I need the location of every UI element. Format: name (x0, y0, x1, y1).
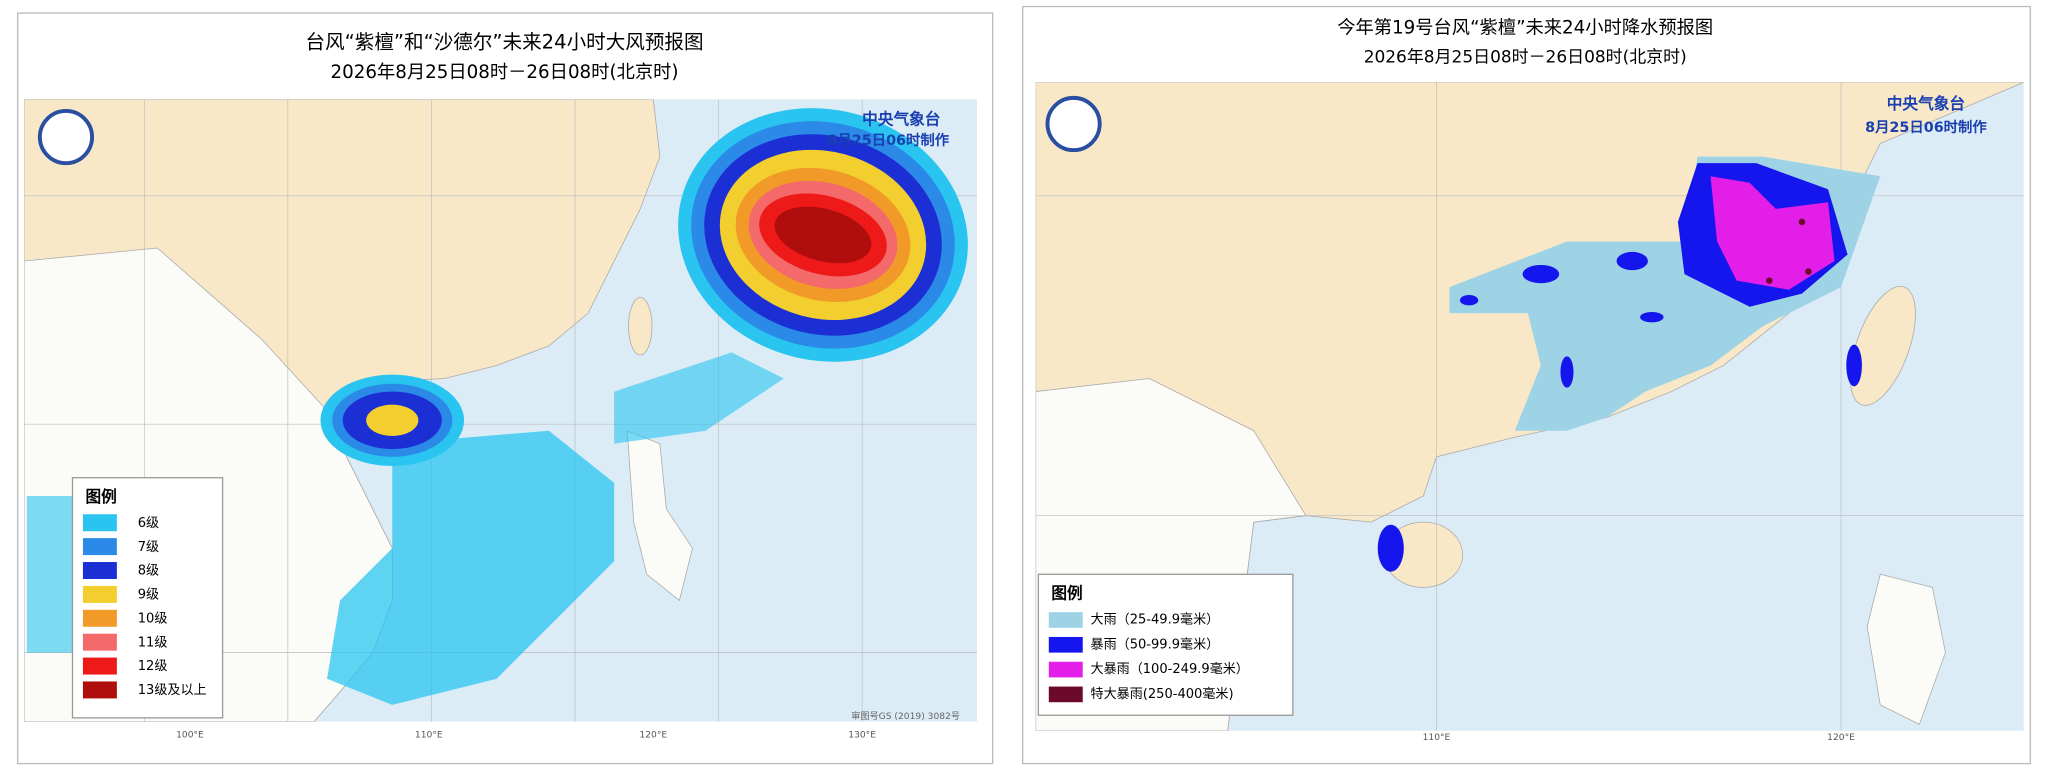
issued: 8月25日06时制作 (827, 131, 949, 149)
legend-label: 8级 (138, 564, 159, 579)
lon-label: 110°E (1423, 733, 1451, 743)
rain-area (1766, 277, 1773, 284)
island (626, 430, 693, 602)
legend-swatch (1048, 612, 1083, 628)
logo (1045, 95, 1102, 153)
right-subtitle: 2026年8月25日08时－26日08时(北京时) (1364, 46, 1687, 66)
wind-area (26, 495, 73, 653)
rain-area (1640, 311, 1664, 323)
legend-label: 特大暴雨(250-400毫米) (1091, 686, 1234, 702)
left-subtitle: 2026年8月25日08时－26日08时(北京时) (331, 62, 679, 83)
lon-label: 100°E (176, 730, 204, 740)
rain-area (1377, 524, 1404, 572)
rain-area (1805, 268, 1812, 275)
agency: 中央气象台 (862, 110, 940, 129)
lon-label: 120°E (1827, 733, 1855, 743)
legend-label: 12级 (138, 659, 168, 674)
legend-swatch (82, 514, 117, 532)
legend-label: 暴雨（50-99.9毫米） (1091, 636, 1220, 652)
approval: 审图号GS (2019) 3082号 (851, 710, 960, 722)
wind-area (366, 404, 419, 436)
legend-label: 10级 (138, 611, 168, 626)
legend-label: 7级 (138, 540, 159, 555)
rain-area (1459, 294, 1479, 306)
issued: 8月25日06时制作 (1865, 118, 1987, 136)
legend-title: 图例 (86, 487, 117, 506)
rain-area (1522, 264, 1560, 284)
legend-label: 9级 (138, 588, 159, 603)
rain-area (1616, 251, 1648, 271)
wind-area (327, 430, 615, 705)
legend-label: 大暴雨（100-249.9毫米） (1091, 661, 1249, 677)
wind-area (774, 206, 872, 264)
legend-swatch (82, 657, 117, 675)
legend-swatch (82, 681, 117, 699)
island (1849, 285, 1916, 406)
legend-swatch (1048, 686, 1083, 703)
wind-area (614, 352, 784, 444)
lon-label: 110°E (415, 730, 443, 740)
left-title: 台风“紫檀”和“沙德尔”未来24小时大风预报图 (306, 31, 704, 54)
agency: 中央气象台 (1887, 94, 1965, 113)
legend-swatch (82, 633, 117, 651)
legend-swatch (1048, 661, 1083, 678)
lon-label: 130°E (848, 730, 876, 740)
legend-swatch (82, 562, 117, 579)
legend-label: 大雨（25-49.9毫米） (1091, 611, 1220, 627)
legend-swatch (82, 609, 117, 627)
legend-label: 11级 (138, 635, 168, 650)
legend-label: 6级 (138, 516, 159, 531)
legend-title: 图例 (1051, 583, 1082, 602)
legend-label: 13级及以上 (138, 683, 207, 698)
island (1866, 573, 1946, 725)
legend-swatch (82, 538, 117, 556)
rain-area (1846, 344, 1862, 387)
rain-area (1560, 356, 1574, 388)
island (628, 297, 653, 356)
legend-swatch (82, 585, 117, 603)
logo (37, 108, 95, 166)
lon-label: 120°E (639, 730, 667, 740)
right-title: 今年第19号台风“紫檀”未来24小时降水预报图 (1337, 18, 1713, 39)
rain-area (1798, 218, 1806, 226)
legend-swatch (1048, 636, 1083, 653)
rain-area (1710, 176, 1835, 290)
